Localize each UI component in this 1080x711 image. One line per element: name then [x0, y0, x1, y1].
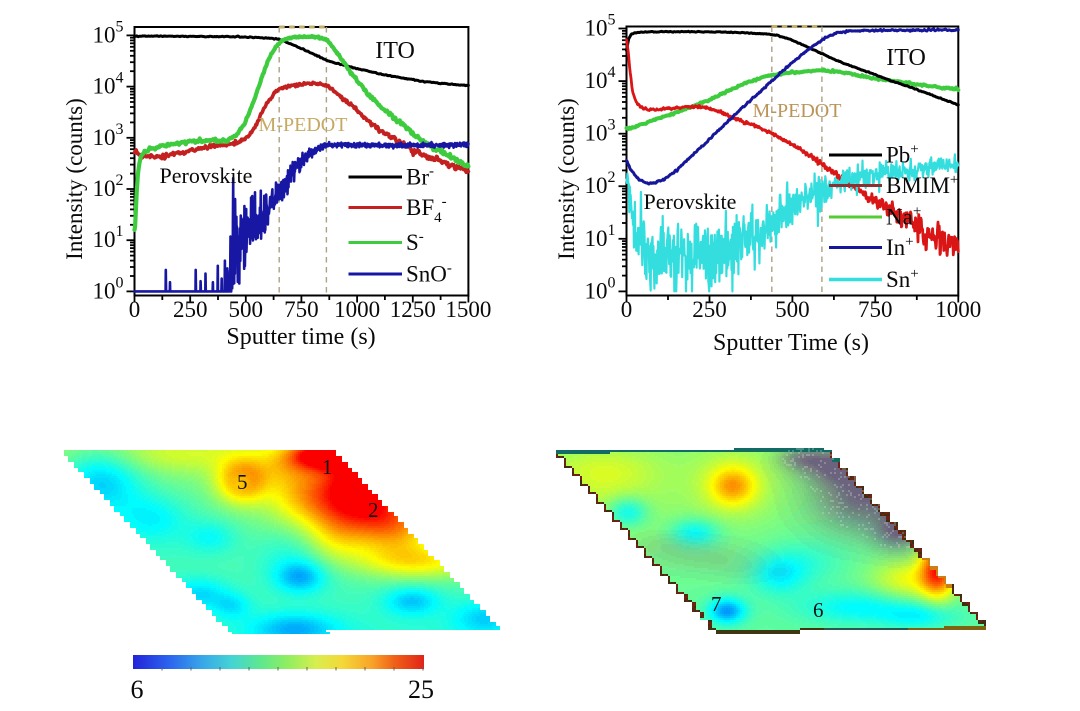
svg-text:1000: 1000 — [935, 297, 981, 322]
svg-text:500: 500 — [775, 297, 810, 322]
svg-text:1500: 1500 — [445, 297, 491, 322]
svg-text:25: 25 — [408, 675, 434, 704]
svg-text:In+: In+ — [886, 234, 914, 260]
svg-text:0: 0 — [621, 297, 633, 322]
svg-text:6: 6 — [131, 675, 144, 704]
svg-text:250: 250 — [173, 297, 208, 322]
svg-text:104: 104 — [585, 64, 616, 93]
svg-text:101: 101 — [93, 223, 124, 252]
svg-text:100: 100 — [585, 274, 616, 303]
svg-text:ITO: ITO — [886, 45, 926, 71]
svg-text:250: 250 — [692, 297, 727, 322]
svg-text:ITO: ITO — [375, 38, 415, 64]
svg-text:100: 100 — [93, 274, 124, 303]
svg-text:750: 750 — [284, 297, 319, 322]
svg-text:M-PEDOT: M-PEDOT — [753, 100, 842, 122]
svg-text:0: 0 — [129, 297, 141, 322]
svg-text:500: 500 — [229, 297, 264, 322]
svg-text:102: 102 — [93, 172, 124, 201]
svg-text:Perovskite: Perovskite — [644, 189, 737, 214]
svg-text:Intensity (counts): Intensity (counts) — [62, 98, 87, 260]
svg-text:102: 102 — [585, 169, 616, 198]
svg-text:105: 105 — [93, 18, 124, 47]
svg-text:101: 101 — [585, 222, 616, 251]
svg-text:104: 104 — [93, 70, 124, 99]
svg-text:Sn+: Sn+ — [886, 266, 919, 292]
svg-text:BF4-: BF4- — [406, 194, 447, 226]
svg-text:BMIM+: BMIM+ — [886, 172, 958, 198]
svg-text:Sputter Time (s): Sputter Time (s) — [713, 330, 869, 356]
svg-text:S-: S- — [406, 229, 424, 255]
svg-text:Pb+: Pb+ — [886, 142, 919, 168]
svg-text:750: 750 — [858, 297, 893, 322]
svg-text:103: 103 — [93, 121, 124, 150]
svg-text:M-PEDOT: M-PEDOT — [259, 114, 348, 136]
svg-text:Perovskite: Perovskite — [160, 163, 253, 188]
svg-text:SnO-: SnO- — [406, 261, 452, 287]
svg-text:Sputter time (s): Sputter time (s) — [226, 324, 375, 350]
svg-text:1000: 1000 — [334, 297, 380, 322]
svg-text:105: 105 — [585, 12, 616, 41]
svg-text:1250: 1250 — [390, 297, 436, 322]
svg-text:Intensity (counts): Intensity (counts) — [554, 98, 579, 260]
svg-text:103: 103 — [585, 117, 616, 146]
svg-text:Br-: Br- — [406, 164, 434, 190]
